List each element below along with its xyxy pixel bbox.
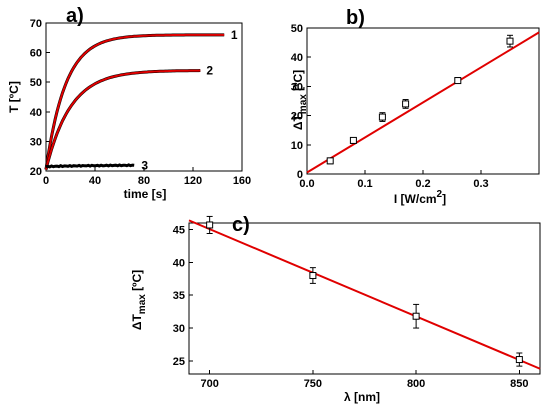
x-tick-label: 80 [138, 175, 150, 187]
panel-a: 0 40 80 120 160 20 30 40 50 60 70 a) time [s] T [ºC] 1… [7, 5, 251, 201]
x-tick-label: 0.2 [415, 178, 430, 190]
y-axis-label: ΔTmax [ºC] [130, 270, 148, 330]
x-tick-label: 0 [43, 175, 49, 187]
y-tick-label: 40 [291, 52, 303, 64]
x-axis-label: I [W/cm2] [394, 189, 446, 206]
data-point [506, 37, 514, 45]
series-1-fit-line [45, 33, 225, 170]
y-tick-label: 40 [30, 107, 42, 119]
data-point [402, 100, 410, 108]
x-tick-label: 120 [184, 175, 202, 187]
panel-label: b) [346, 7, 365, 29]
data-point [309, 272, 317, 280]
x-tick-label: 700 [200, 378, 218, 390]
data-point [378, 113, 386, 121]
data-point [454, 77, 462, 85]
data-point [412, 312, 420, 320]
y-tick-label: 30 [30, 136, 42, 148]
y-tick-label: 30 [291, 81, 303, 93]
series-2-fit-line [45, 69, 201, 170]
y-tick-label: 25 [173, 356, 185, 368]
x-tick-label: 40 [89, 175, 101, 187]
plot-frame [188, 222, 541, 375]
plot-frame [45, 22, 243, 172]
y-tick-label: 20 [30, 166, 42, 178]
series-3-data-line [45, 163, 135, 169]
data-point [349, 136, 357, 144]
y-axis-label: T [ºC] [7, 81, 21, 113]
series-3-label: 3 [141, 158, 148, 172]
x-tick-label: 0.3 [473, 178, 488, 190]
y-tick-label: 0 [297, 169, 303, 181]
y-tick-label: 60 [30, 48, 42, 60]
panel-label: c) [232, 214, 250, 236]
data-point [515, 356, 523, 364]
x-tick-label: 750 [304, 378, 322, 390]
series-2-data-line [44, 69, 201, 170]
series-1-label: 1 [231, 28, 238, 42]
data-point [326, 157, 334, 165]
y-axis-label: ΔTmax [ºC] [291, 70, 309, 130]
panel-label: a) [66, 5, 84, 27]
y-tick-label: 50 [291, 23, 303, 35]
x-tick-label: 800 [407, 378, 425, 390]
linear-fit-line [306, 31, 540, 174]
x-axis-label: λ [nm] [344, 390, 380, 404]
x-tick-label: 850 [510, 378, 528, 390]
x-tick-label: 160 [233, 175, 251, 187]
x-tick-label: 0.0 [299, 178, 314, 190]
x-axis-label: time [s] [124, 187, 167, 201]
series-2-label: 2 [206, 64, 213, 78]
y-tick-label: 70 [30, 18, 42, 30]
y-tick-label: 30 [173, 323, 185, 335]
y-tick-label: 40 [173, 257, 185, 269]
y-tick-label: 20 [291, 111, 303, 123]
y-tick-label: 10 [291, 140, 303, 152]
x-tick-label: 0.1 [357, 178, 372, 190]
panel-b: 0.0 0.1 0.2 0.3 0 10 20 30 40 50 b) I [W/cm2] ΔTmax … [291, 7, 540, 206]
y-tick-label: 50 [30, 77, 42, 89]
data-point [206, 221, 214, 229]
linear-fit-line [188, 219, 541, 370]
y-tick-label: 35 [173, 290, 185, 302]
panel-c: 700 750 800 850 25 30 35 40 45 c) λ [nm] ΔTmax [ºC] [130, 214, 541, 404]
y-tick-label: 45 [173, 225, 185, 237]
